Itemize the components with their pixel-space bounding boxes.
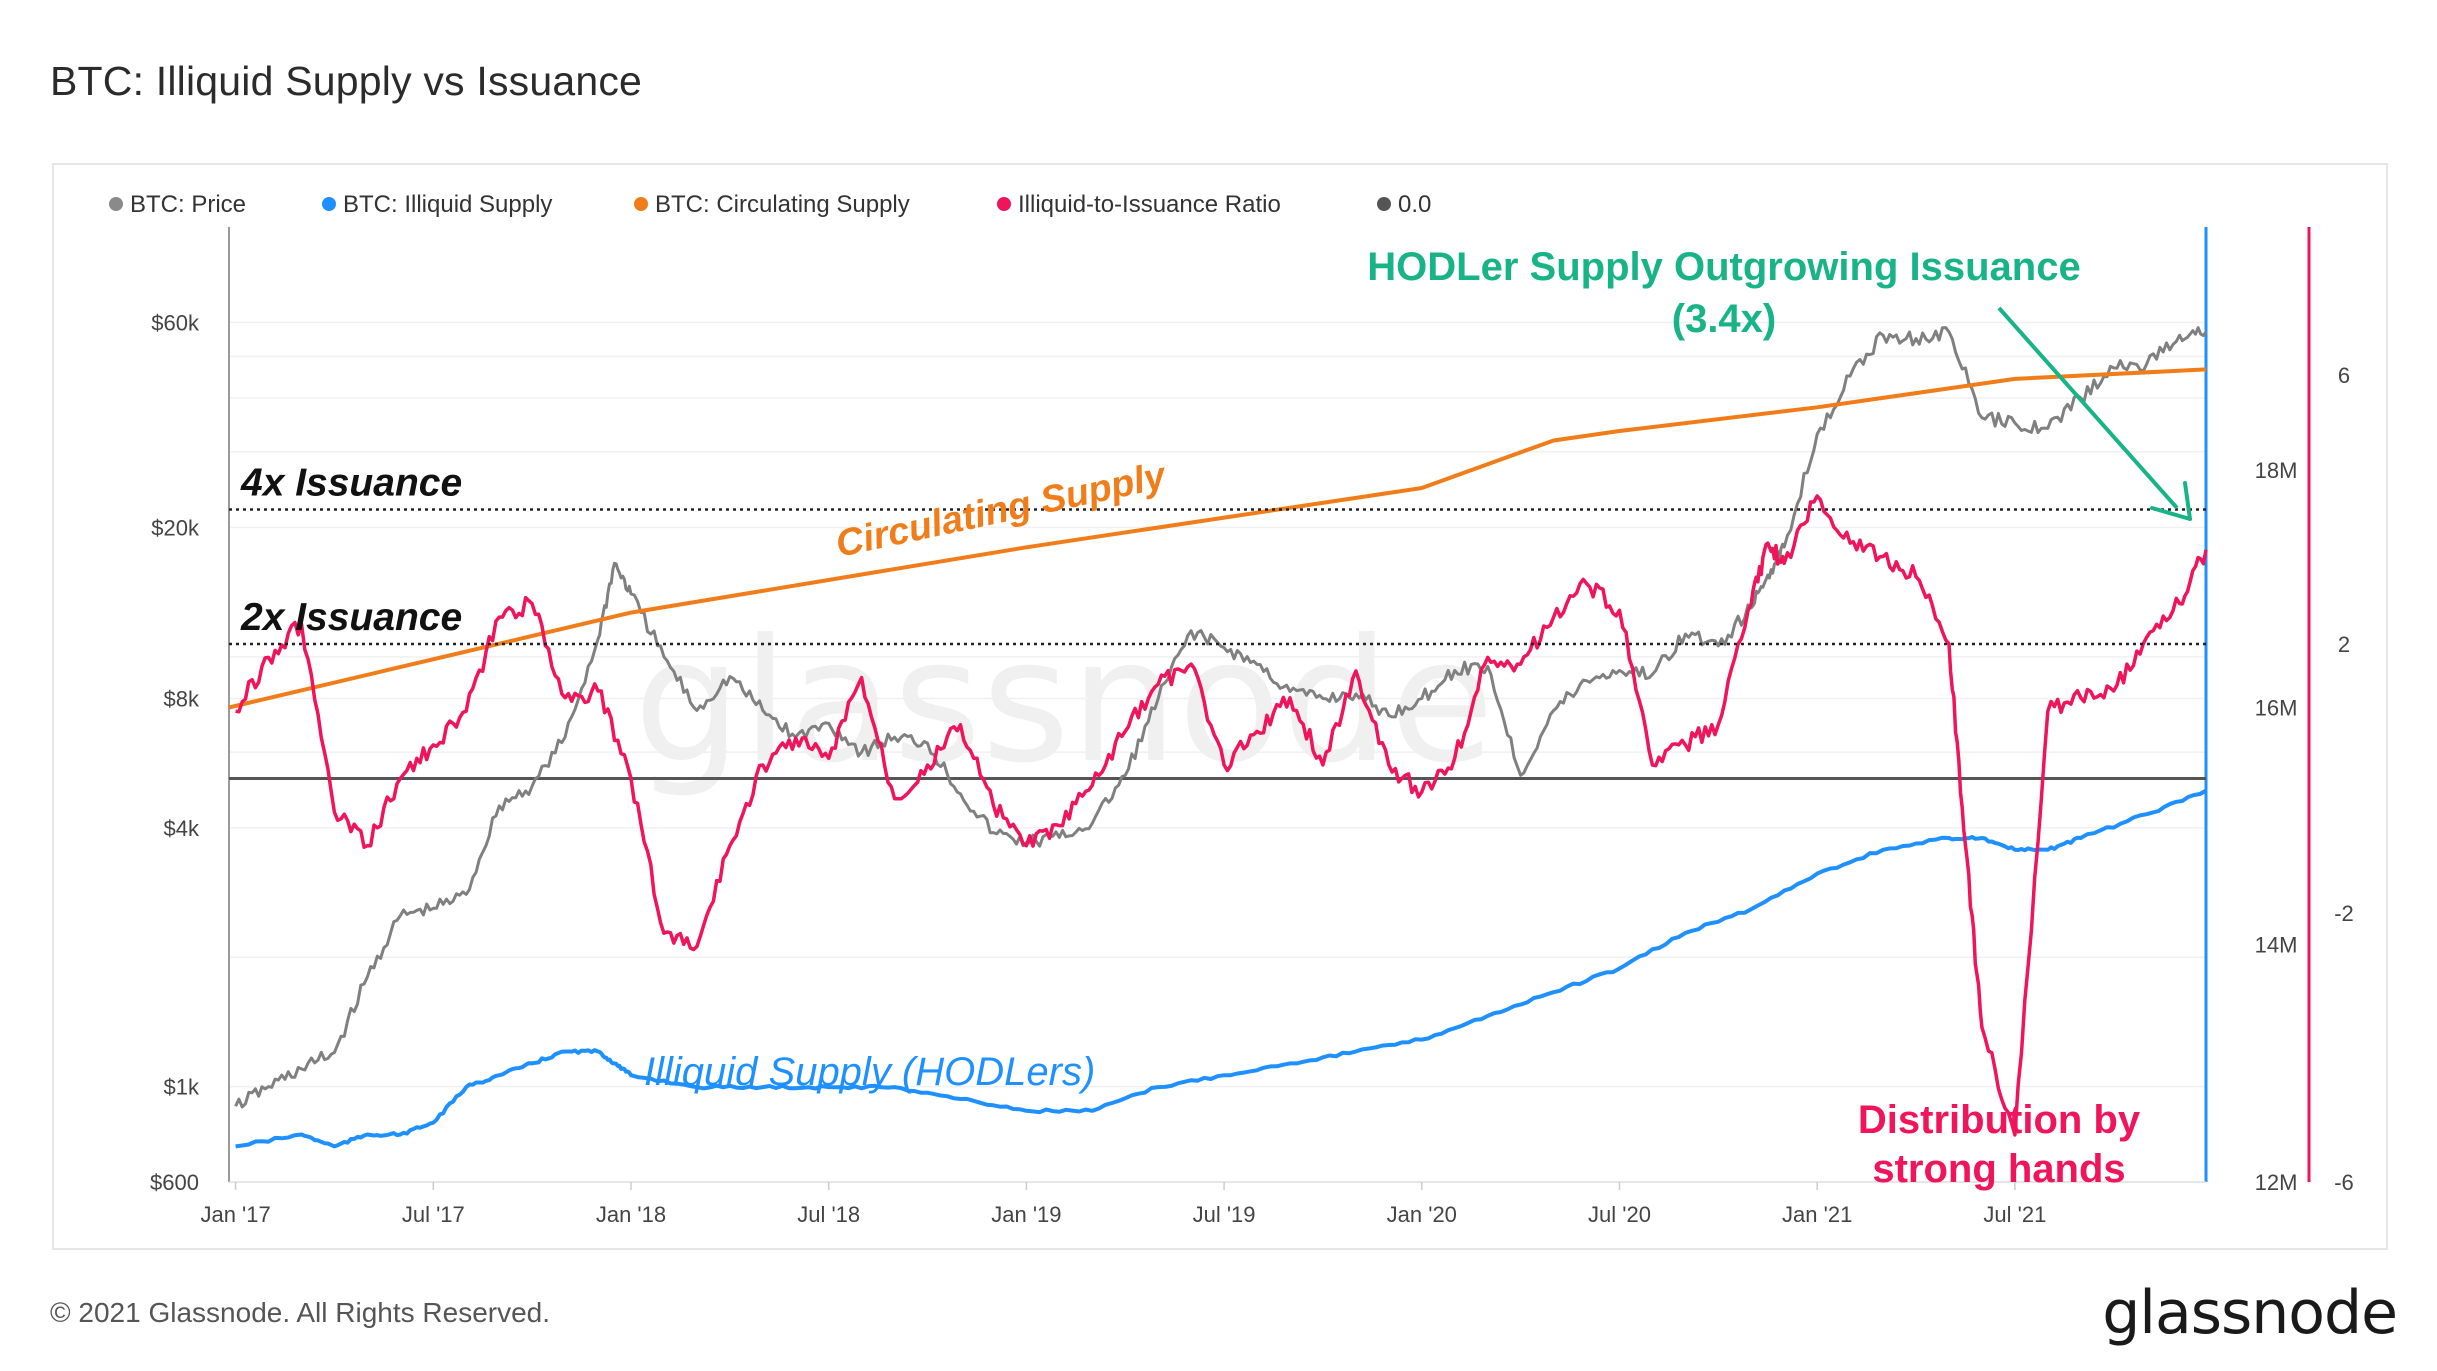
x-tick-label: Jul '21 (1983, 1202, 2046, 1227)
ratio-tick-label: -2 (2334, 901, 2354, 926)
legend-item-1[interactable]: BTC: Illiquid Supply (343, 191, 552, 218)
x-tick-label: Jul '20 (1588, 1202, 1651, 1227)
x-tick-label: Jan '17 (200, 1202, 270, 1227)
price-tick-label: $1k (164, 1075, 200, 1100)
legend-marker-2 (634, 197, 648, 211)
legend-marker-3 (997, 197, 1011, 211)
legend-marker-0 (109, 197, 123, 211)
illiquid-supply-line (235, 788, 2208, 1149)
x-tick-label: Jan '20 (1387, 1202, 1457, 1227)
legend-marker-4 (1377, 197, 1391, 211)
series-layer: 4x Issuance 2x Issuance (228, 326, 2208, 1149)
hodler-arrow-head (2150, 481, 2192, 521)
supply-tick-label: 16M (2255, 695, 2298, 720)
chart-frame: glassnode BTC: Price BTC: Illiquid Supply… (52, 163, 2388, 1250)
price-tick-label: $8k (164, 686, 200, 711)
legend-item-4[interactable]: 0.0 (1398, 191, 1431, 218)
x-tick-label: Jan '21 (1782, 1202, 1852, 1227)
x-tick-label: Jul '17 (402, 1202, 465, 1227)
grid (229, 321, 2206, 1088)
legend: BTC: Price BTC: Illiquid Supply BTC: Circu… (109, 191, 1431, 218)
legend-item-0[interactable]: BTC: Price (130, 191, 246, 218)
price-tick-label: $600 (150, 1170, 199, 1195)
axes: $600 $1k $4k $8k $20k $60k 12M 14M 16M 18M -6 -2 2 6 J… (150, 227, 2354, 1227)
circulating-supply-line (228, 367, 2207, 710)
brand-logo-text: glassnode (2102, 1278, 2398, 1348)
price-tick-label: $60k (151, 310, 200, 335)
reference-line-label: 4x Issuance (240, 461, 462, 504)
supply-tick-label: 14M (2255, 933, 2298, 958)
price-tick-label: $4k (164, 816, 200, 841)
watermark: glassnode (634, 603, 1495, 801)
legend-item-2[interactable]: BTC: Circulating Supply (655, 191, 910, 218)
reference-line-label: 2x Issuance (240, 596, 462, 639)
page-title: BTC: Illiquid Supply vs Issuance (50, 58, 643, 104)
ratio-line (235, 494, 2208, 1137)
illiquid-supply-annotation: Illiquid Supply (HODLers) (644, 1050, 1095, 1094)
hodler-arrow-shaft (1997, 306, 2179, 510)
x-tick-label: Jan '19 (991, 1202, 1061, 1227)
distribution-annotation-line2: strong hands (1872, 1147, 2125, 1191)
ratio-tick-label: -6 (2334, 1170, 2354, 1195)
price-line (234, 326, 2208, 1109)
ratio-tick-label: 6 (2338, 363, 2350, 388)
x-tick-label: Jul '19 (1193, 1202, 1256, 1227)
supply-tick-label: 12M (2255, 1170, 2298, 1195)
copyright-text: © 2021 Glassnode. All Rights Reserved. (50, 1297, 551, 1328)
ratio-tick-label: 2 (2338, 632, 2350, 657)
chart-svg: glassnode BTC: Price BTC: Illiquid Supply… (109, 191, 2354, 1227)
price-tick-label: $20k (151, 515, 200, 540)
x-tick-label: Jan '18 (596, 1202, 666, 1227)
hodler-annotation-line2: (3.4x) (1672, 297, 1777, 341)
distribution-annotation-line1: Distribution by (1858, 1098, 2141, 1142)
legend-item-3[interactable]: Illiquid-to-Issuance Ratio (1018, 191, 1281, 218)
x-tick-label: Jul '18 (797, 1202, 860, 1227)
hodler-annotation-line1: HODLer Supply Outgrowing Issuance (1367, 245, 2080, 289)
legend-marker-1 (322, 197, 336, 211)
supply-tick-label: 18M (2255, 458, 2298, 483)
